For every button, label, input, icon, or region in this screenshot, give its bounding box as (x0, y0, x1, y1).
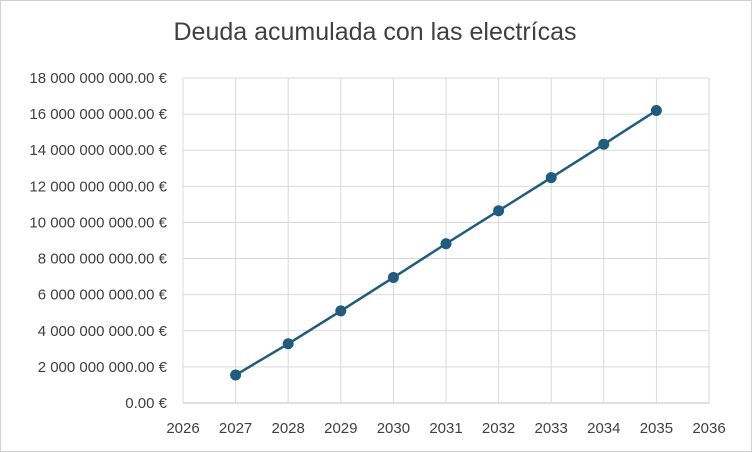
x-axis-tick-labels: 2026 2027 2028 2029 2030 2031 2032 2033 2034 2035… (166, 420, 725, 437)
data-point (440, 238, 452, 250)
y-axis-tick-labels: 0.00 € 2 000 000 000.00 € 4 000 000 000.00… (29, 70, 167, 412)
x-tick-label: 2034 (587, 420, 620, 437)
data-point (493, 205, 505, 217)
data-point (282, 338, 294, 350)
y-tick-label: 18 000 000 000.00 € (29, 70, 167, 87)
y-tick-label: 8 000 000 000.00 € (38, 251, 168, 268)
data-point (650, 105, 662, 116)
y-tick-label: 4 000 000 000.00 € (38, 323, 168, 340)
y-tick-label: 2 000 000 000.00 € (38, 359, 168, 376)
y-tick-label: 12 000 000 000.00 € (29, 178, 167, 195)
y-tick-label: 0.00 € (125, 395, 167, 412)
data-point (387, 272, 399, 284)
data-point (598, 138, 610, 150)
y-tick-label: 6 000 000 000.00 € (38, 287, 168, 304)
x-tick-label: 2026 (166, 420, 199, 437)
x-tick-label: 2028 (272, 420, 305, 437)
y-tick-label: 10 000 000 000.00 € (29, 214, 167, 231)
x-tick-label: 2030 (377, 420, 410, 437)
x-tick-label: 2031 (429, 420, 462, 437)
x-tick-label: 2036 (692, 420, 725, 437)
x-tick-label: 2029 (324, 420, 357, 437)
y-tick-label: 16 000 000 000.00 € (29, 106, 167, 123)
data-point (230, 369, 242, 381)
x-tick-label: 2032 (482, 420, 515, 437)
x-tick-label: 2035 (640, 420, 673, 437)
y-tick-label: 14 000 000 000.00 € (29, 142, 167, 159)
x-tick-label: 2033 (535, 420, 568, 437)
series (230, 105, 662, 381)
x-tick-label: 2027 (219, 420, 252, 437)
chart-title: Deuda acumulada con las electrícas (173, 18, 577, 46)
data-point (335, 305, 347, 317)
data-point (545, 172, 557, 184)
